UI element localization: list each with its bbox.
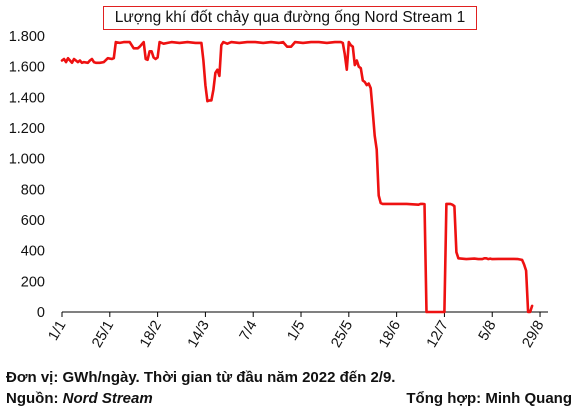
series-layer: [60, 40, 534, 314]
x-tick-label: 12/7: [424, 318, 452, 350]
y-tick-label: 1.400: [9, 90, 45, 106]
y-axis: 0 200 400 600 800 1.000 1.200 1.400 1.600 1.800: [9, 29, 45, 321]
y-tick-label: 0: [37, 305, 45, 321]
series-line: [60, 40, 534, 314]
x-axis: 1/1 25/1 18/2 14/3 7/4 1/5 25/5 18/6 12/7 5/8 29/8: [46, 311, 548, 350]
y-tick-label: 800: [21, 182, 45, 198]
unit-note: Đơn vị: GWh/ngày. Thời gian từ đầu năm 2…: [6, 369, 396, 386]
y-tick-label: 1.800: [9, 29, 45, 45]
y-tick-label: 1.000: [9, 152, 45, 168]
x-tick-label: 29/8: [520, 318, 548, 350]
y-tick-label: 200: [21, 274, 45, 290]
x-tick-label: 7/4: [237, 318, 261, 343]
x-tick-label: 18/6: [376, 318, 404, 350]
x-tick-label: 1/1: [46, 318, 70, 343]
x-tick-label: 25/1: [89, 318, 117, 350]
source-name: Nord Stream: [62, 390, 153, 407]
x-tick-label: 1/5: [285, 318, 309, 343]
chart-title: Lượng khí đốt chảy qua đường ống Nord St…: [103, 6, 477, 30]
compiled-by: Tổng hợp: Minh Quang: [406, 390, 572, 407]
x-tick-label: 5/8: [476, 318, 500, 343]
source-label: Nguồn:: [6, 390, 59, 407]
y-tick-label: 400: [21, 244, 45, 260]
x-tick-label: 18/2: [137, 318, 165, 350]
y-tick-label: 1.200: [9, 121, 45, 137]
x-tick-label: 25/5: [328, 318, 356, 350]
y-tick-label: 600: [21, 213, 45, 229]
source-line: Nguồn: Nord Stream: [6, 390, 153, 407]
x-tick-label: 14/3: [185, 318, 213, 350]
y-tick-label: 1.600: [9, 60, 45, 76]
chart-title-text: Lượng khí đốt chảy qua đường ống Nord St…: [114, 9, 466, 26]
